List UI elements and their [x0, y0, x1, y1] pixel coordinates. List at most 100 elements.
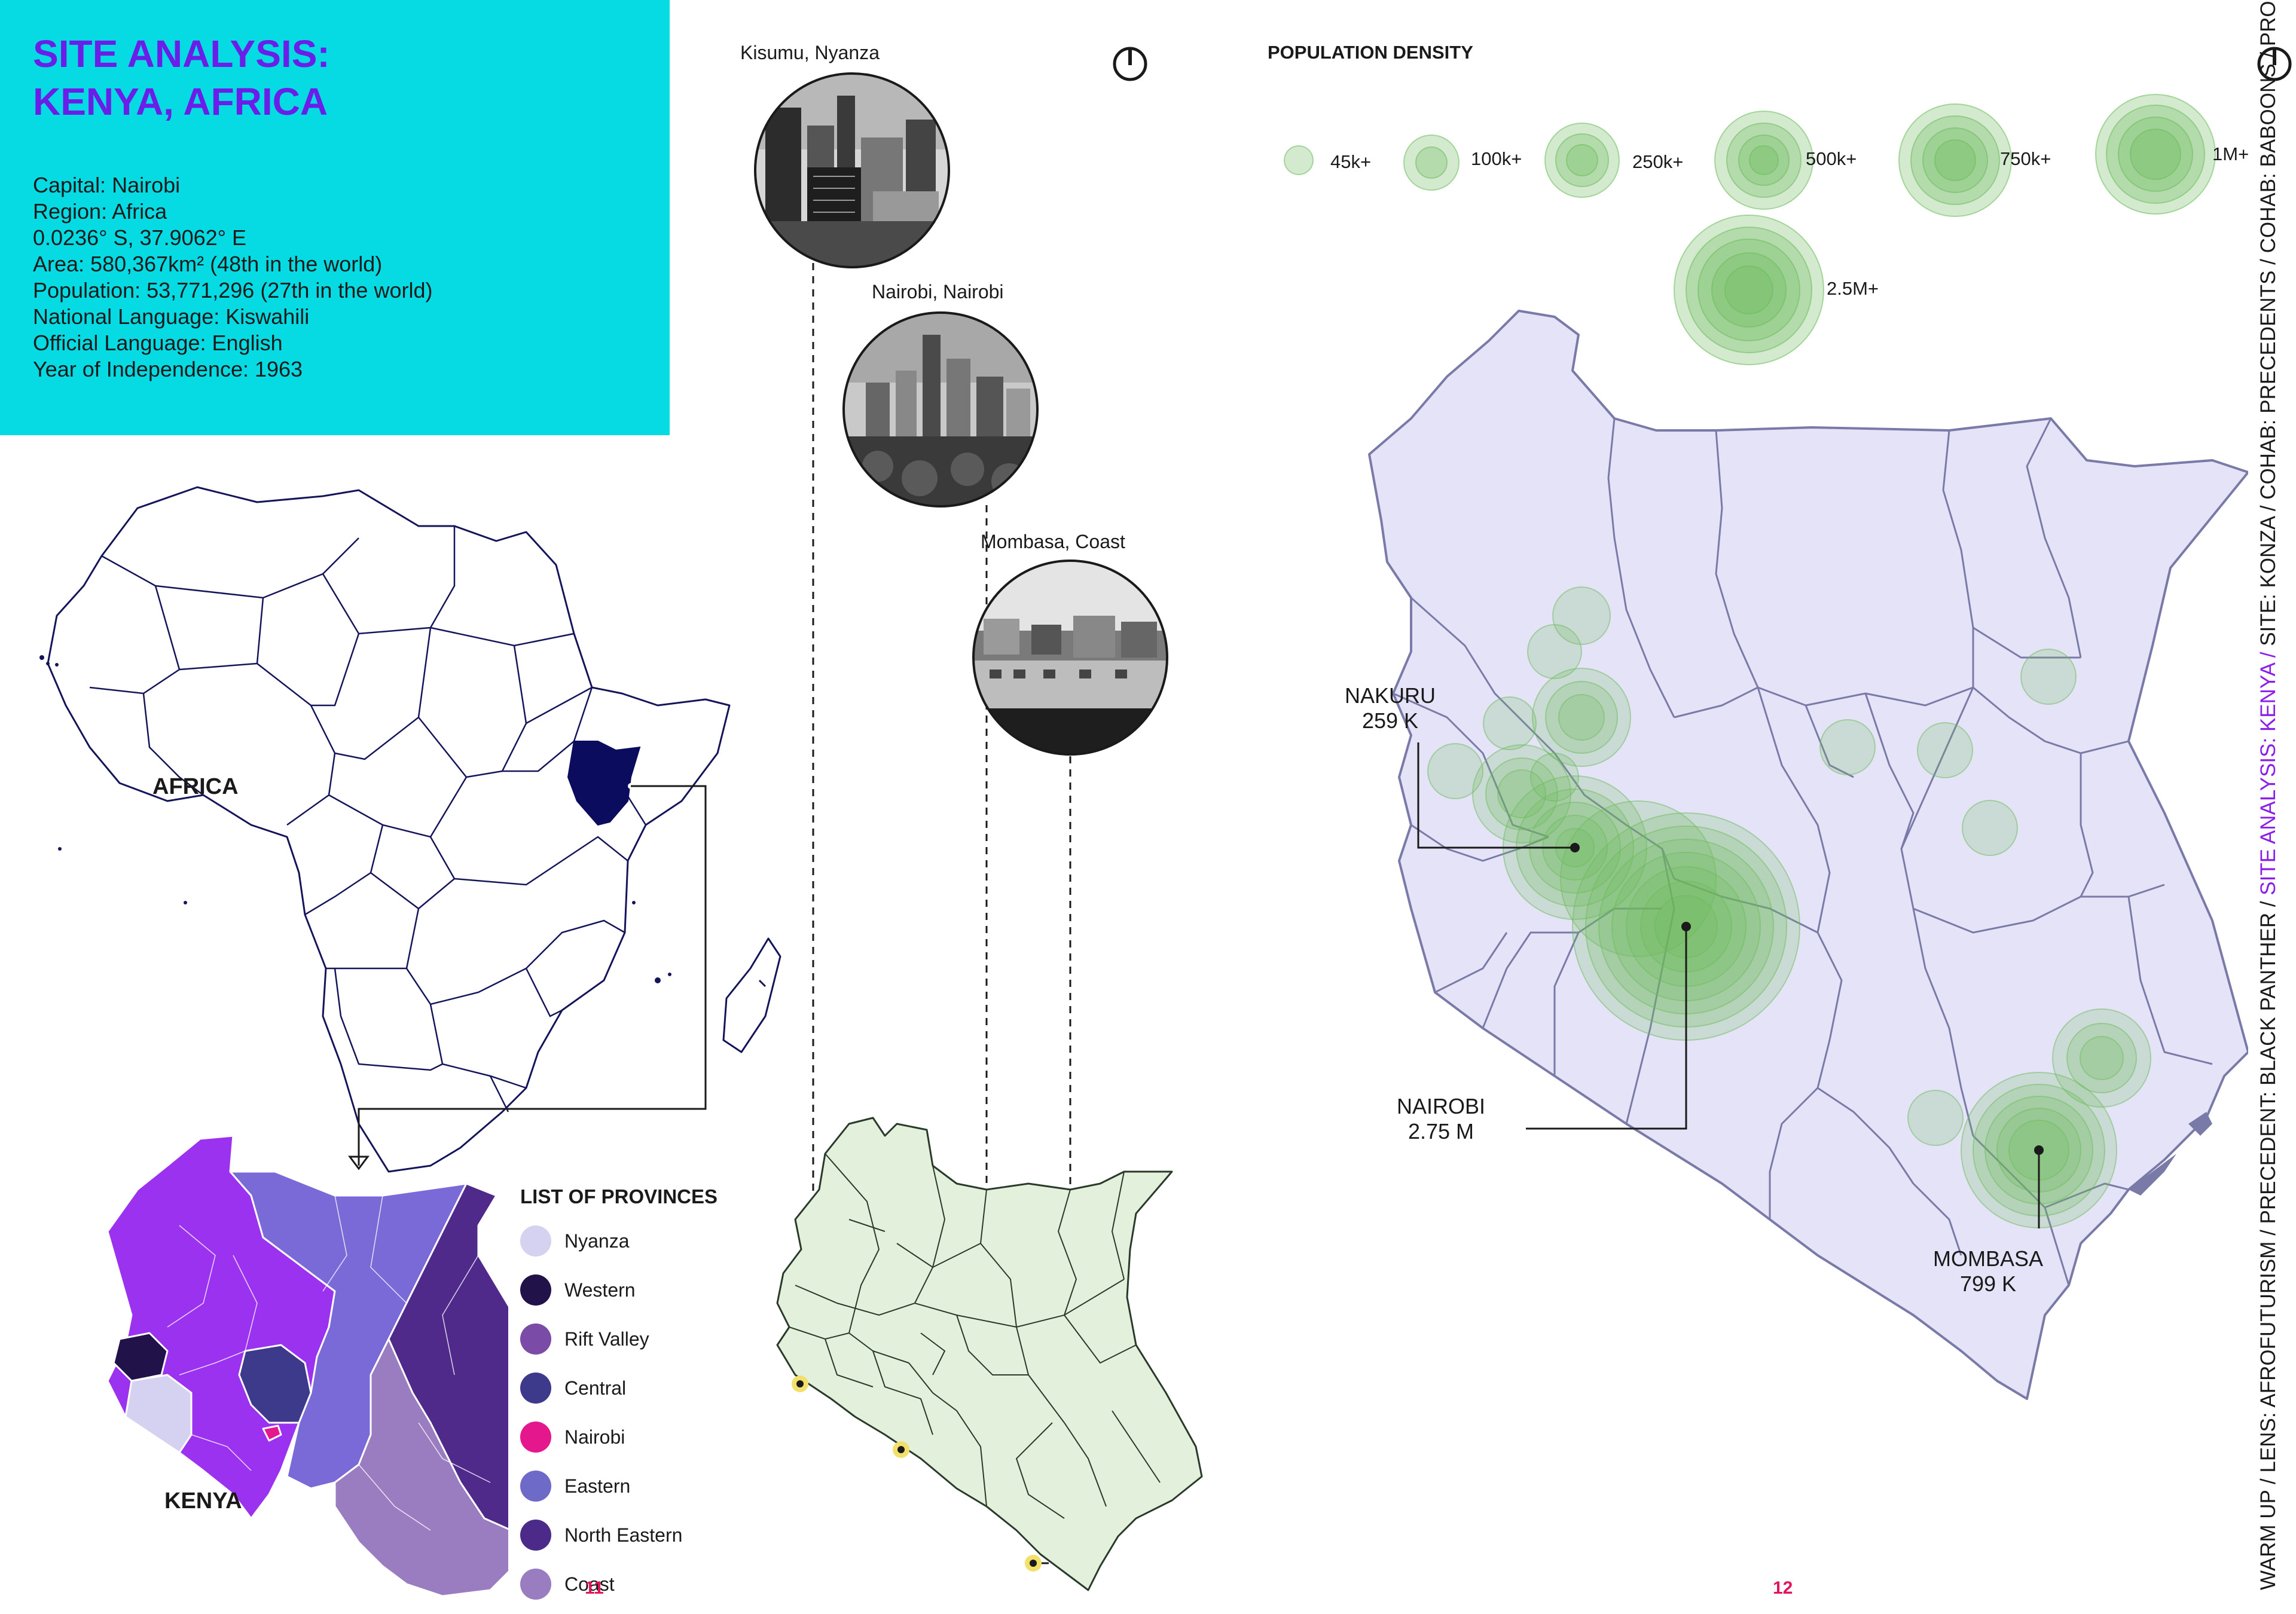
province-nairobi — [262, 1425, 282, 1442]
density-bubble-north-east — [2020, 649, 2077, 705]
provinces-legend-title: LIST OF PROVINCES — [520, 1185, 718, 1208]
nakuru-label: NAKURU 259 K — [1330, 683, 1450, 733]
title-line-1: SITE ANALYSIS: — [33, 32, 330, 75]
province-central — [238, 1344, 312, 1424]
mombasa-label: MOMBASA 799 K — [1928, 1246, 2048, 1297]
title-line-2: KENYA, AFRICA — [33, 80, 328, 123]
density-bubble-meru — [1819, 719, 1876, 775]
mombasa-name: MOMBASA — [1932, 1246, 2044, 1271]
africa-to-kenya-connector — [358, 785, 707, 1166]
nairobi-leader-line — [1526, 927, 1687, 1130]
mombasa-marker — [2034, 1145, 2044, 1155]
province-name: Nyanza — [564, 1230, 630, 1252]
province-name: Eastern — [564, 1475, 631, 1497]
kenya-outline-large — [1368, 310, 2248, 1400]
legend-label-45k: 45k+ — [1330, 151, 1372, 172]
africa-outline — [47, 486, 731, 1173]
province-name: North Eastern — [564, 1524, 683, 1546]
legend-bubble-250k — [1544, 123, 1620, 198]
population-density-title: POPULATION DENSITY — [1268, 42, 1473, 63]
province-legend-item: Nairobi — [520, 1422, 625, 1453]
kisumu-caption: Kisumu, Nyanza — [740, 42, 880, 63]
province-swatch — [520, 1274, 551, 1306]
province-western — [112, 1332, 169, 1382]
city-markers — [792, 1375, 1042, 1572]
nairobi-label: NAIROBI 2.75 M — [1381, 1094, 1501, 1144]
province-swatch — [520, 1422, 551, 1453]
legend-bubble-100k — [1403, 134, 1460, 191]
province-name: Central — [564, 1377, 627, 1399]
nakuru-name: NAKURU — [1344, 683, 1436, 708]
density-bubble-kisumu — [1472, 744, 1571, 843]
fact-population: Population: 53,771,296 (27th in the worl… — [33, 278, 433, 302]
legend-label-750k: 750k+ — [2000, 148, 2051, 169]
province-legend-item: Western — [520, 1274, 636, 1306]
province-nyanza — [124, 1374, 193, 1454]
province-swatch — [520, 1323, 551, 1355]
fact-area: Area: 580,367km² (48th in the world) — [33, 252, 383, 276]
breadcrumb-after[interactable]: SITE: KONZA / COHAB: PRECEDENTS / COHAB:… — [2257, 0, 2280, 652]
province-legend-item: Eastern — [520, 1471, 630, 1502]
legend-bubble-500k — [1714, 111, 1813, 210]
density-legend — [1284, 94, 2216, 365]
kenya-outline-green — [776, 1117, 1203, 1591]
kenya-map-label: KENYA — [164, 1488, 242, 1514]
connector-arrow-icon — [348, 1156, 370, 1170]
mombasa-caption: Mombasa, Coast — [981, 531, 1125, 552]
density-bubble-lodwar — [1552, 586, 1611, 645]
provinces-legend: Nyanza Western Rift Valley Central Nairobi Ea… — [520, 1225, 759, 1600]
density-bubble-west-1 — [1527, 624, 1582, 679]
nakuru-leader — [1417, 742, 1575, 849]
province-legend-item: Coast — [520, 1569, 615, 1600]
country-facts: Capital: Nairobi Region: Africa 0.0236° … — [33, 172, 432, 383]
legend-label-1m: 1M+ — [2212, 143, 2249, 164]
province-legend-item: North Eastern — [520, 1520, 682, 1551]
province-name: Western — [564, 1279, 636, 1301]
side-breadcrumb-text: WARM UP / LENS: AFROFUTURISM / PRECEDENT… — [2257, 0, 2280, 1590]
kenya-highlight — [567, 741, 641, 826]
province-name: Rift Valley — [564, 1328, 649, 1350]
breadcrumb-current[interactable]: SITE ANALYSIS: KENYA / — [2257, 652, 2280, 895]
kenya-density-map — [1368, 310, 2248, 1400]
nairobi-marker — [1681, 922, 1691, 931]
density-bubble-voi — [1907, 1090, 1964, 1146]
mombasa-population: 799 K — [1959, 1271, 2017, 1296]
province-north-eastern — [387, 1182, 508, 1530]
density-bubble-eldoret — [1532, 668, 1631, 767]
province-swatch — [520, 1372, 551, 1404]
province-swatch — [520, 1569, 551, 1600]
madagascar — [722, 937, 781, 1053]
info-panel — [0, 0, 670, 435]
density-bubble-machakos — [1560, 800, 1717, 957]
legend-label-2-5m: 2.5M+ — [1827, 278, 1879, 299]
legend-bubble-750k — [1898, 103, 2012, 217]
page-title: SITE ANALYSIS: KENYA, AFRICA — [33, 30, 330, 126]
fact-capital: Capital: Nairobi — [33, 173, 181, 197]
density-bubble-kakamega — [1483, 696, 1537, 750]
fact-national-language: National Language: Kiswahili — [33, 304, 310, 329]
province-coast — [334, 1338, 508, 1597]
mombasa-photo — [972, 559, 1169, 756]
legend-bubble-45k — [1284, 145, 1314, 175]
province-swatch — [520, 1225, 551, 1257]
page-number-right: 12 — [1773, 1578, 1793, 1598]
nakuru-marker — [1570, 843, 1580, 852]
province-legend-item: Central — [520, 1372, 626, 1404]
legend-label-500k: 500k+ — [1806, 148, 1857, 169]
province-swatch — [520, 1520, 551, 1551]
nairobi-population: 2.75 M — [1407, 1119, 1474, 1144]
density-bubble-isiolo — [1917, 722, 1973, 778]
fact-region: Region: Africa — [33, 199, 167, 224]
province-name: Nairobi — [564, 1426, 625, 1448]
density-bubble-bungoma — [1427, 743, 1483, 799]
province-swatch — [520, 1471, 551, 1502]
province-legend-item: Rift Valley — [520, 1323, 649, 1355]
nairobi-photo — [842, 311, 1039, 508]
fact-official-language: Official Language: English — [33, 331, 283, 355]
africa-map — [39, 486, 781, 1173]
fact-independence: Year of Independence: 1963 — [33, 357, 303, 381]
page-number-left: 11 — [585, 1578, 604, 1598]
kenya-locator-map — [776, 1117, 1203, 1591]
kenya-provinces-map — [106, 1135, 508, 1597]
breadcrumb-before[interactable]: WARM UP / LENS: AFROFUTURISM / PRECEDENT… — [2257, 895, 2280, 1590]
